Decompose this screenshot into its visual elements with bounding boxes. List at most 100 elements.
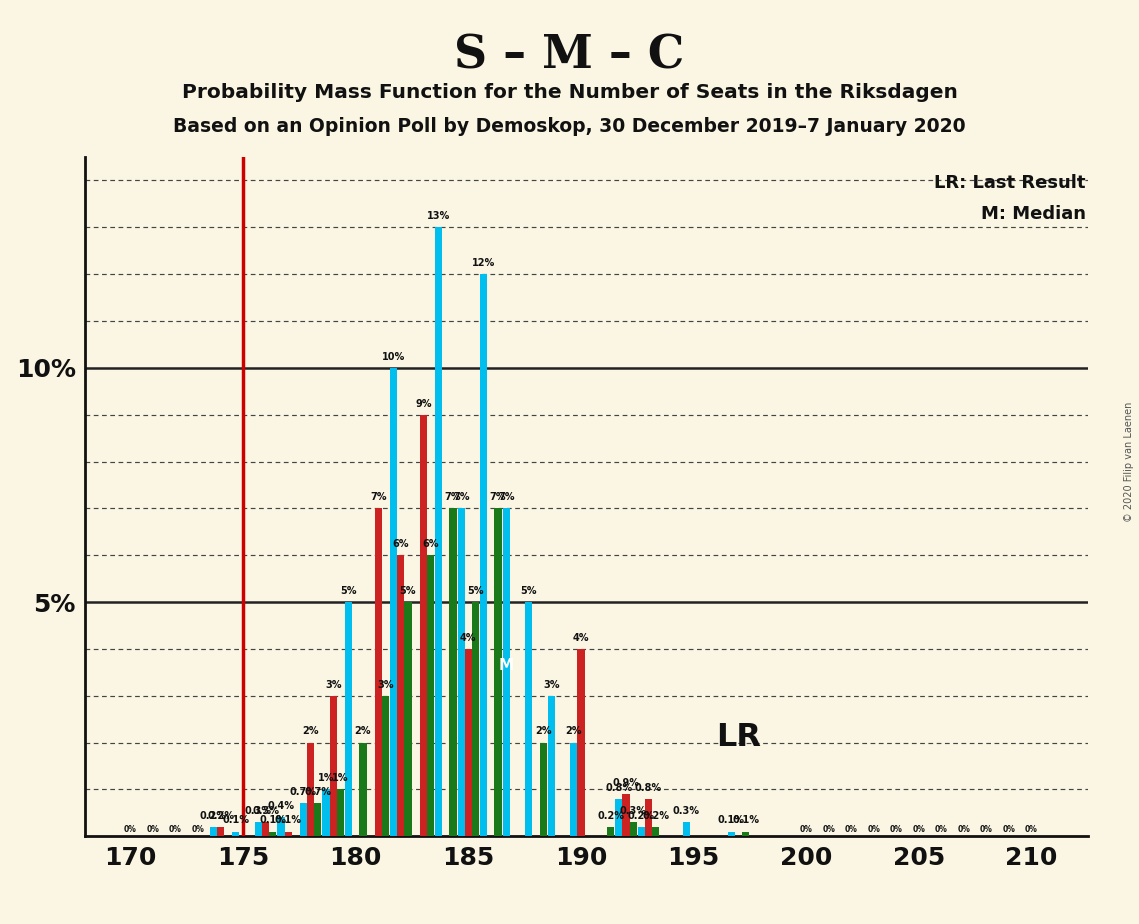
- Bar: [540, 743, 547, 836]
- Bar: [255, 822, 262, 836]
- Text: 0.1%: 0.1%: [732, 816, 760, 825]
- Text: 0%: 0%: [867, 825, 880, 833]
- Bar: [622, 794, 630, 836]
- Text: 2%: 2%: [303, 726, 319, 736]
- Bar: [390, 368, 398, 836]
- Text: 0%: 0%: [958, 825, 970, 833]
- Text: 7%: 7%: [490, 492, 507, 503]
- Text: 0%: 0%: [980, 825, 993, 833]
- Bar: [419, 415, 427, 836]
- Text: Based on an Opinion Poll by Demoskop, 30 December 2019–7 January 2020: Based on an Opinion Poll by Demoskop, 30…: [173, 117, 966, 137]
- Bar: [345, 602, 352, 836]
- Bar: [571, 743, 577, 836]
- Bar: [548, 696, 555, 836]
- Text: 0.1%: 0.1%: [260, 816, 286, 825]
- Bar: [458, 508, 465, 836]
- Text: Probability Mass Function for the Number of Seats in the Riksdagen: Probability Mass Function for the Number…: [181, 83, 958, 103]
- Bar: [502, 508, 510, 836]
- Bar: [398, 555, 404, 836]
- Bar: [465, 649, 472, 836]
- Text: 7%: 7%: [370, 492, 386, 503]
- Text: 7%: 7%: [444, 492, 461, 503]
- Text: 4%: 4%: [460, 633, 476, 643]
- Bar: [480, 274, 487, 836]
- Text: 3%: 3%: [377, 680, 394, 689]
- Bar: [615, 798, 622, 836]
- Text: 0.3%: 0.3%: [252, 806, 279, 816]
- Text: M: M: [499, 658, 514, 674]
- Text: 0.2%: 0.2%: [199, 810, 227, 821]
- Text: 0.3%: 0.3%: [245, 806, 272, 816]
- Text: 7%: 7%: [498, 492, 515, 503]
- Text: 2%: 2%: [565, 726, 582, 736]
- Text: 3%: 3%: [325, 680, 342, 689]
- Text: 0.2%: 0.2%: [207, 810, 235, 821]
- Text: 0.2%: 0.2%: [597, 810, 624, 821]
- Text: 2%: 2%: [354, 726, 371, 736]
- Text: 0%: 0%: [845, 825, 858, 833]
- Bar: [262, 822, 269, 836]
- Bar: [638, 827, 645, 836]
- Bar: [232, 832, 239, 836]
- Text: 10%: 10%: [382, 352, 405, 362]
- Bar: [329, 696, 337, 836]
- Bar: [216, 827, 224, 836]
- Bar: [630, 822, 637, 836]
- Bar: [728, 832, 735, 836]
- Text: 0%: 0%: [147, 825, 159, 833]
- Text: 6%: 6%: [393, 539, 409, 549]
- Bar: [450, 508, 457, 836]
- Text: 9%: 9%: [415, 398, 432, 408]
- Text: 0.1%: 0.1%: [274, 816, 302, 825]
- Bar: [404, 602, 411, 836]
- Text: 3%: 3%: [543, 680, 559, 689]
- Text: 0.1%: 0.1%: [718, 816, 745, 825]
- Text: 0%: 0%: [1002, 825, 1015, 833]
- Text: 0.7%: 0.7%: [290, 787, 317, 797]
- Text: 0.2%: 0.2%: [628, 810, 655, 821]
- Bar: [653, 827, 659, 836]
- Bar: [314, 804, 321, 836]
- Bar: [682, 822, 690, 836]
- Text: 0%: 0%: [935, 825, 948, 833]
- Bar: [322, 789, 329, 836]
- Text: 13%: 13%: [427, 212, 450, 221]
- Text: 5%: 5%: [341, 586, 357, 596]
- Bar: [308, 743, 314, 836]
- Text: © 2020 Filip van Laenen: © 2020 Filip van Laenen: [1124, 402, 1133, 522]
- Text: S – M – C: S – M – C: [454, 32, 685, 79]
- Text: 0%: 0%: [912, 825, 925, 833]
- Bar: [375, 508, 382, 836]
- Bar: [210, 827, 216, 836]
- Text: 0.3%: 0.3%: [620, 806, 647, 816]
- Text: 0.7%: 0.7%: [304, 787, 331, 797]
- Text: 0.9%: 0.9%: [613, 778, 639, 788]
- Text: 0%: 0%: [191, 825, 205, 833]
- Bar: [269, 832, 277, 836]
- Bar: [472, 602, 480, 836]
- Text: 0%: 0%: [169, 825, 182, 833]
- Bar: [427, 555, 434, 836]
- Text: 0%: 0%: [800, 825, 812, 833]
- Text: 6%: 6%: [423, 539, 439, 549]
- Bar: [577, 649, 584, 836]
- Text: LR: Last Result: LR: Last Result: [934, 174, 1085, 192]
- Text: 5%: 5%: [521, 586, 536, 596]
- Text: 5%: 5%: [467, 586, 484, 596]
- Text: 0.8%: 0.8%: [605, 783, 632, 793]
- Bar: [525, 602, 532, 836]
- Bar: [494, 508, 501, 836]
- Bar: [435, 227, 442, 836]
- Text: 0.4%: 0.4%: [268, 801, 295, 811]
- Bar: [743, 832, 749, 836]
- Bar: [337, 789, 344, 836]
- Text: 0.8%: 0.8%: [634, 783, 662, 793]
- Bar: [607, 827, 614, 836]
- Text: 1%: 1%: [333, 773, 349, 784]
- Bar: [277, 818, 285, 836]
- Bar: [645, 798, 653, 836]
- Text: LR: LR: [716, 723, 761, 753]
- Text: 0%: 0%: [890, 825, 903, 833]
- Text: 0.3%: 0.3%: [673, 806, 699, 816]
- Bar: [285, 832, 292, 836]
